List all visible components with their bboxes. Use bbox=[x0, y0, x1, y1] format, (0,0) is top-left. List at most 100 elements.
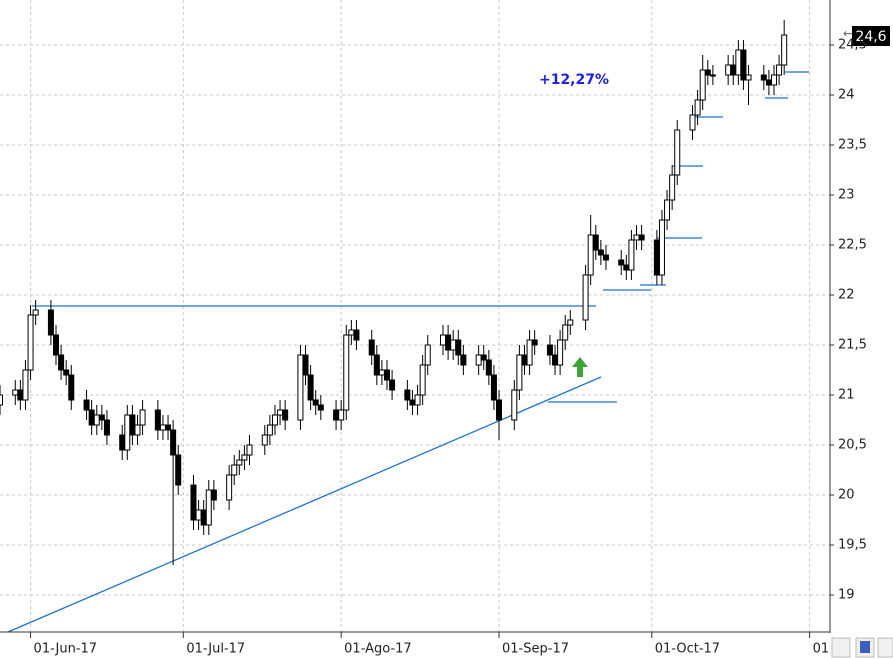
candle-body bbox=[17, 389, 24, 401]
save-icon bbox=[860, 641, 870, 653]
candle-body bbox=[419, 364, 426, 396]
candle-body bbox=[597, 249, 604, 256]
candle-body bbox=[496, 399, 503, 421]
candle-body bbox=[58, 354, 65, 371]
candle-body bbox=[302, 354, 309, 376]
candle-body bbox=[490, 374, 497, 401]
toolbar bbox=[831, 637, 893, 658]
candle-body bbox=[664, 199, 671, 221]
candle-body bbox=[312, 399, 319, 406]
candle-body bbox=[159, 424, 166, 431]
candle-body bbox=[404, 389, 411, 401]
candle-body bbox=[32, 309, 39, 316]
candle-body bbox=[236, 459, 243, 466]
x-tick-label: 01-Oct-17 bbox=[655, 642, 720, 657]
y-tick-label: 19 bbox=[838, 588, 855, 603]
candle-body bbox=[511, 389, 518, 421]
candle-body bbox=[317, 404, 324, 411]
candle-body bbox=[165, 424, 172, 431]
x-tick-label: 01-Jun-17 bbox=[34, 642, 98, 657]
candle-body bbox=[210, 489, 217, 501]
candle-body bbox=[562, 324, 569, 341]
y-tick-label: 20 bbox=[838, 488, 855, 503]
candle-body bbox=[704, 69, 711, 76]
buy-arrow bbox=[572, 357, 588, 377]
candle-body bbox=[669, 174, 676, 201]
candle-body bbox=[694, 99, 701, 116]
x-tick-label: 01 bbox=[813, 642, 830, 657]
candle-body bbox=[190, 484, 197, 521]
support-trendline bbox=[7, 376, 602, 633]
candle-body bbox=[333, 409, 340, 421]
candle-body bbox=[409, 399, 416, 406]
candle-body bbox=[618, 259, 625, 266]
candle-body bbox=[368, 339, 375, 356]
candle-body bbox=[297, 354, 304, 421]
candle-body bbox=[765, 79, 772, 86]
candle-body bbox=[93, 414, 100, 426]
candle-body bbox=[88, 409, 95, 426]
candle-body bbox=[460, 354, 467, 366]
candle-body bbox=[516, 354, 523, 391]
candle-body bbox=[124, 414, 131, 451]
candles bbox=[0, 20, 788, 565]
candle-body bbox=[735, 49, 742, 76]
candle-body bbox=[53, 334, 60, 356]
candle-body bbox=[200, 509, 207, 526]
candle-body bbox=[22, 369, 29, 401]
candle-body bbox=[0, 394, 3, 406]
candle-body bbox=[266, 424, 273, 436]
y-tick-label: 21 bbox=[838, 388, 855, 403]
candle-body bbox=[383, 369, 390, 381]
candle-body bbox=[12, 389, 19, 396]
candle-body bbox=[480, 354, 487, 361]
candle-body bbox=[445, 334, 452, 351]
candle-body bbox=[658, 219, 665, 276]
candle-body bbox=[139, 409, 146, 426]
candle-body bbox=[338, 409, 345, 421]
candle-body bbox=[623, 264, 630, 271]
candle-body bbox=[633, 234, 640, 241]
candle-body bbox=[674, 129, 681, 176]
candle-body bbox=[709, 74, 716, 77]
candle-body bbox=[378, 369, 385, 376]
candle-body bbox=[760, 74, 767, 81]
candle-body bbox=[27, 314, 34, 371]
candle-body bbox=[567, 319, 574, 326]
candle-body bbox=[231, 464, 238, 476]
candle-body bbox=[282, 409, 289, 421]
candle-body bbox=[307, 374, 314, 401]
toolbar-button[interactable] bbox=[831, 637, 851, 658]
candle-body bbox=[592, 234, 599, 251]
candle-body bbox=[638, 234, 645, 241]
y-tick-label: 21,5 bbox=[838, 338, 867, 353]
candle-body bbox=[98, 414, 105, 421]
candle-body bbox=[271, 414, 278, 426]
candle-body bbox=[119, 434, 126, 451]
candle-body bbox=[546, 344, 553, 356]
candle-body bbox=[628, 239, 635, 271]
candle-body bbox=[134, 424, 141, 436]
candle-body bbox=[103, 419, 110, 436]
y-tick-label: 23 bbox=[838, 188, 855, 203]
candle-body bbox=[170, 429, 177, 456]
candle-body bbox=[261, 434, 268, 446]
candle-body bbox=[689, 114, 696, 131]
candle-body bbox=[531, 339, 538, 346]
candle-body bbox=[175, 454, 182, 486]
candle-body bbox=[414, 394, 421, 406]
candle-body bbox=[776, 64, 783, 76]
candle-body bbox=[353, 329, 360, 341]
candle-body bbox=[83, 399, 90, 411]
candle-body bbox=[241, 454, 248, 461]
candle-body bbox=[343, 334, 350, 411]
candle-body bbox=[475, 354, 482, 366]
toolbar-button[interactable] bbox=[877, 637, 893, 658]
candle-body bbox=[226, 474, 233, 501]
x-tick-label: 01-Jul-17 bbox=[186, 642, 245, 657]
y-tick-label: 24,5 bbox=[838, 38, 867, 53]
y-tick-label: 22 bbox=[838, 288, 855, 303]
y-tick-label: 24 bbox=[838, 88, 855, 103]
last-price-tag bbox=[852, 26, 890, 46]
